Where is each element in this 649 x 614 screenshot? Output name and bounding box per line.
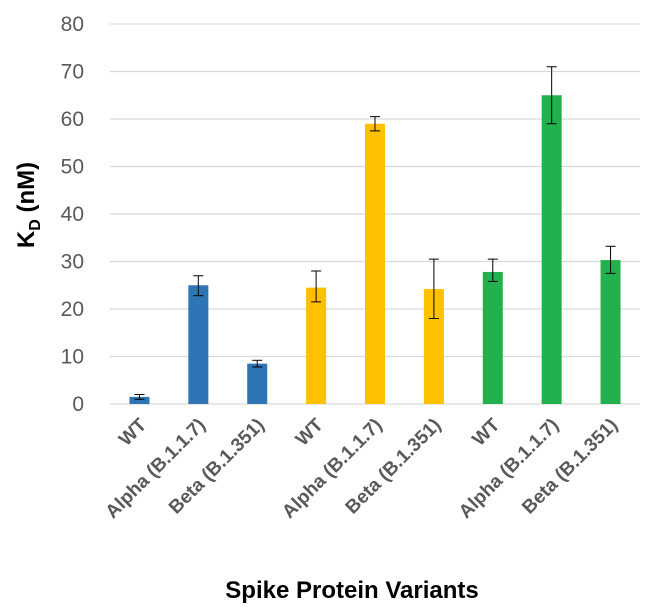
y-tick-label: 50 [61, 156, 84, 179]
y-axis-title-subscript: D [27, 219, 44, 231]
bar [247, 363, 268, 404]
y-tick-label: 70 [61, 61, 84, 84]
error-bar [605, 245, 616, 274]
error-bar [487, 258, 498, 282]
y-tick-label: 40 [61, 203, 84, 226]
y-tick-label: 0 [72, 393, 84, 416]
x-tick-label: Alpha (B.1.1.7) [278, 415, 386, 523]
bar [541, 95, 562, 404]
bar [365, 123, 385, 404]
error-bar [311, 270, 322, 303]
bar [306, 287, 327, 404]
error-bar [370, 116, 380, 132]
bars [129, 95, 621, 404]
x-axis-title: Spike Protein Variants [225, 577, 478, 604]
y-tick-label: 80 [61, 13, 84, 36]
y-axis-title-main: K [13, 230, 40, 248]
error-bar [193, 275, 204, 297]
y-axis-title-unit: (nM) [13, 162, 40, 219]
bar [188, 285, 209, 404]
y-tick-labels: 0 10 20 30 40 50 60 70 80 [61, 13, 84, 416]
x-tick-label: WT [292, 414, 328, 450]
bar [423, 289, 444, 404]
x-tick-label: WT [469, 414, 505, 450]
error-bar [252, 359, 263, 368]
y-tick-label: 30 [61, 251, 84, 274]
bar [482, 271, 503, 404]
x-tick-label: Alpha (B.1.1.7) [102, 415, 210, 523]
x-tick-label: WT [115, 414, 151, 450]
y-axis-title: KD (nM) [13, 162, 44, 248]
bar [129, 396, 150, 404]
error-bar [546, 66, 557, 125]
y-tick-label: 10 [61, 346, 84, 369]
y-tick-label: 20 [61, 298, 84, 321]
y-tick-label: 60 [61, 108, 84, 131]
bar [600, 260, 621, 404]
x-tick-label: Alpha (B.1.1.7) [455, 415, 563, 523]
error-bar [428, 258, 439, 319]
error-bars [134, 66, 616, 400]
error-bar [134, 394, 145, 400]
